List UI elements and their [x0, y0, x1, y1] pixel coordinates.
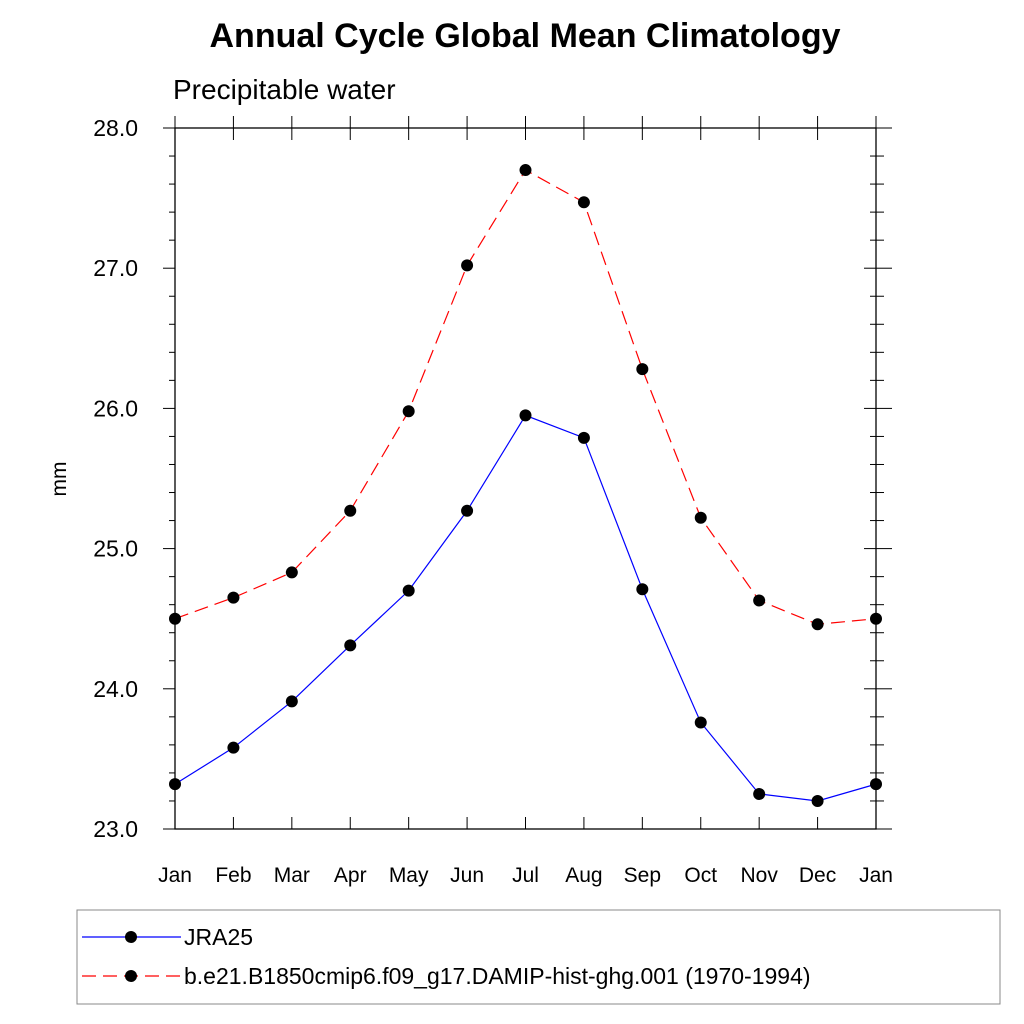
data-point-series-1: [461, 504, 474, 517]
data-point-series-2: [227, 591, 240, 604]
legend-label-2: b.e21.B1850cmip6.f09_g17.DAMIP-hist-ghg.…: [184, 963, 811, 989]
data-point-series-1: [519, 409, 532, 422]
y-tick-label: 25.0: [93, 536, 138, 562]
x-tick-label: Sep: [624, 864, 661, 887]
series-line-1: [174, 414, 877, 802]
data-point-series-1: [636, 583, 649, 596]
x-tick-label: Jan: [859, 864, 893, 887]
data-point-series-1: [811, 794, 824, 807]
chart-title: Annual Cycle Global Mean Climatology: [210, 17, 841, 55]
legend-box: [76, 909, 1001, 1005]
data-point-series-1: [285, 695, 298, 708]
x-tick-label: Oct: [684, 864, 717, 887]
data-point-series-2: [870, 612, 882, 625]
y-tick-label: 28.0: [93, 115, 138, 141]
data-point-series-1: [227, 741, 240, 754]
y-tick-label: 23.0: [93, 816, 138, 842]
x-tick-label: Nov: [740, 864, 778, 887]
x-tick-label: May: [389, 864, 429, 887]
x-tick-label: Jul: [512, 864, 539, 887]
x-tick-label: Mar: [274, 864, 310, 887]
data-point-series-1: [753, 787, 766, 800]
y-tick-label: 27.0: [93, 255, 138, 281]
data-point-series-2: [753, 594, 766, 607]
legend-marker-2: [125, 970, 137, 982]
y-tick-label: 26.0: [93, 395, 138, 421]
series-line-2: [174, 169, 877, 625]
x-tick-label: Apr: [334, 864, 367, 887]
data-point-series-1: [344, 639, 357, 652]
data-point-series-2: [577, 196, 590, 209]
data-point-series-2: [169, 612, 181, 625]
plot-frame: [174, 127, 877, 830]
chart-subtitle: Precipitable water: [173, 74, 396, 105]
legend: JRA25 b.e21.B1850cmip6.f09_g17.DAMIP-hist…: [82, 924, 811, 989]
data-point-series-2: [636, 363, 649, 376]
x-tick-label: Jun: [450, 864, 484, 887]
data-point-series-1: [169, 778, 181, 791]
data-point-series-2: [694, 511, 707, 524]
data-point-series-2: [811, 618, 824, 631]
x-tick-label: Feb: [215, 864, 251, 887]
y-tick-label: 24.0: [93, 676, 138, 702]
x-tick-label: Dec: [799, 864, 836, 887]
data-point-series-2: [402, 405, 415, 418]
series-group: [169, 164, 882, 807]
legend-label-1: JRA25: [184, 924, 253, 950]
data-point-series-2: [461, 259, 474, 272]
x-tick-label: Aug: [565, 864, 602, 887]
data-point-series-2: [344, 504, 357, 517]
data-point-series-1: [694, 716, 707, 729]
x-tick-label: Jan: [158, 864, 192, 887]
data-point-series-2: [519, 164, 532, 177]
data-point-series-1: [870, 778, 882, 791]
data-point-series-1: [577, 431, 590, 444]
data-point-series-1: [402, 584, 415, 597]
y-axis-label: mm: [48, 462, 71, 497]
legend-marker-1: [125, 931, 137, 943]
data-point-series-2: [285, 566, 298, 579]
axis-ticks: Jan Feb Mar Apr May Jun Jul Aug Sep Oct Nov Dec Jan 2…: [93, 115, 893, 887]
